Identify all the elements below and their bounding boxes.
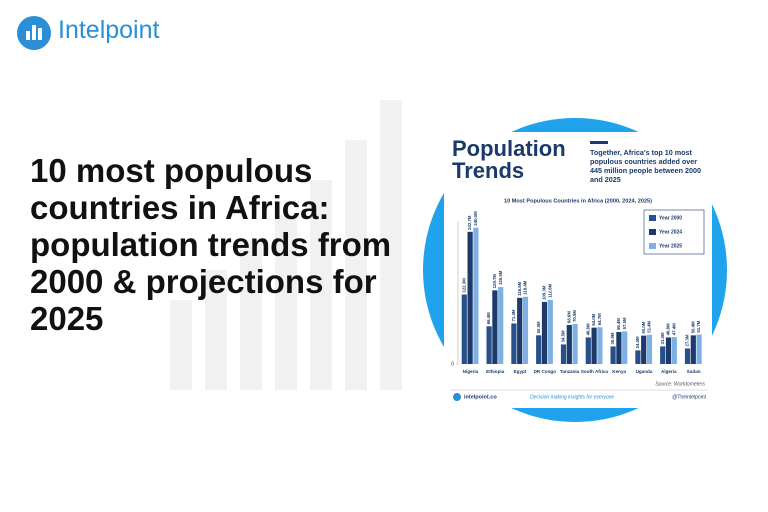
- value-label: 118.4M: [523, 280, 528, 295]
- value-label: 47.4M: [671, 323, 676, 335]
- value-label: 50.4M: [690, 321, 695, 333]
- bar: [585, 337, 591, 364]
- value-label: 31.0M: [660, 332, 665, 344]
- bar: [597, 327, 603, 364]
- legend-swatch: [649, 243, 656, 249]
- bar: [696, 334, 702, 364]
- bar: [641, 335, 647, 364]
- value-label: 68.6M: [566, 311, 571, 323]
- value-label: 66.4M: [486, 312, 491, 324]
- value-label: 51.4M: [647, 320, 652, 332]
- legend-label: Year 2025: [659, 243, 682, 249]
- logo-bar: [26, 31, 30, 40]
- value-label: 232.7M: [467, 215, 472, 230]
- legend-label: Year 2024: [659, 229, 682, 235]
- value-label: 116.5M: [517, 281, 522, 296]
- site: intelpoint.co: [464, 394, 497, 400]
- bar: [690, 335, 696, 364]
- value-label: 50.5M: [536, 321, 541, 333]
- value-label: 34.5M: [561, 330, 566, 342]
- source: Source: Worldometers: [655, 381, 705, 387]
- brand: Intelpoint: [58, 16, 160, 44]
- value-label: 71.4M: [511, 309, 516, 321]
- value-label: 56.4M: [616, 318, 621, 330]
- tagline: Decision making insights for everyone: [530, 394, 614, 400]
- bar: [536, 335, 542, 364]
- accent-bar: [590, 141, 608, 144]
- x-tick-label: Kenya: [612, 369, 626, 374]
- bar: [467, 231, 473, 364]
- bar: [572, 323, 578, 364]
- bar: [665, 337, 672, 364]
- bar: [486, 326, 492, 364]
- y-tick-label: 0: [451, 361, 454, 367]
- value-label: 57.5M: [622, 317, 627, 329]
- card-blurb: Together, Africa's top 10 most populous …: [590, 148, 702, 184]
- x-tick-label: Uganda: [636, 369, 653, 374]
- bar: [560, 344, 567, 364]
- value-label: 64.0M: [591, 313, 596, 325]
- legend-swatch: [649, 215, 656, 221]
- value-label: 24.0M: [635, 336, 640, 348]
- bar: [547, 299, 553, 364]
- bar: [610, 346, 616, 364]
- background-decoration: [170, 100, 402, 390]
- bar: [591, 327, 597, 364]
- logo-bar: [38, 28, 42, 40]
- x-tick-label: Nigeria: [463, 369, 479, 374]
- logo-bar: [32, 25, 36, 40]
- bar: [492, 290, 498, 364]
- bar: [566, 325, 572, 364]
- bar: [660, 346, 666, 364]
- bar: [684, 348, 691, 364]
- card-heading: Population Trends: [452, 136, 566, 183]
- bar: [671, 337, 677, 364]
- value-label: 129.7M: [492, 274, 497, 289]
- bar: [511, 323, 517, 364]
- bar: [622, 331, 628, 364]
- value-label: 27.3M: [685, 334, 690, 346]
- bar: [473, 227, 479, 364]
- x-tick-label: Sudan: [687, 369, 701, 374]
- chart-title: 10 Most Populous Countries in Africa (20…: [504, 198, 652, 204]
- x-tick-label: Egypt: [514, 369, 527, 374]
- value-label: 240.0M: [473, 211, 478, 226]
- x-tick-label: South Africa: [581, 369, 609, 374]
- x-tick-label: Algeria: [661, 369, 677, 374]
- headline: 10 most populous countries in Africa: po…: [30, 152, 392, 337]
- value-label: 51.7M: [696, 320, 701, 332]
- bar: [635, 350, 641, 364]
- value-label: 109.3M: [542, 285, 547, 300]
- value-label: 46.8M: [666, 323, 671, 335]
- value-label: 135.5M: [498, 270, 503, 285]
- bar: [541, 301, 548, 364]
- x-tick-label: Tanzania: [560, 369, 580, 374]
- legend-label: Year 2000: [659, 215, 682, 221]
- value-label: 64.7M: [597, 313, 602, 325]
- value-label: 30.9M: [610, 332, 615, 344]
- handle: @Theintelpoint: [672, 394, 706, 400]
- legend-swatch: [649, 229, 656, 235]
- value-label: 50.0M: [641, 321, 646, 333]
- x-tick-label: Ethiopia: [486, 369, 505, 374]
- bar: [461, 294, 467, 364]
- bar: [616, 331, 622, 364]
- value-label: 112.8M: [547, 283, 552, 298]
- bar: [646, 334, 653, 364]
- x-tick-label: DR Congo: [534, 369, 557, 374]
- footer-logo: [453, 393, 461, 401]
- bar: [517, 297, 523, 364]
- bar: [522, 296, 529, 364]
- value-label: 46.8M: [585, 323, 590, 335]
- bar: [498, 287, 504, 364]
- value-label: 70.5M: [572, 310, 577, 322]
- value-label: 122.3M: [461, 278, 466, 293]
